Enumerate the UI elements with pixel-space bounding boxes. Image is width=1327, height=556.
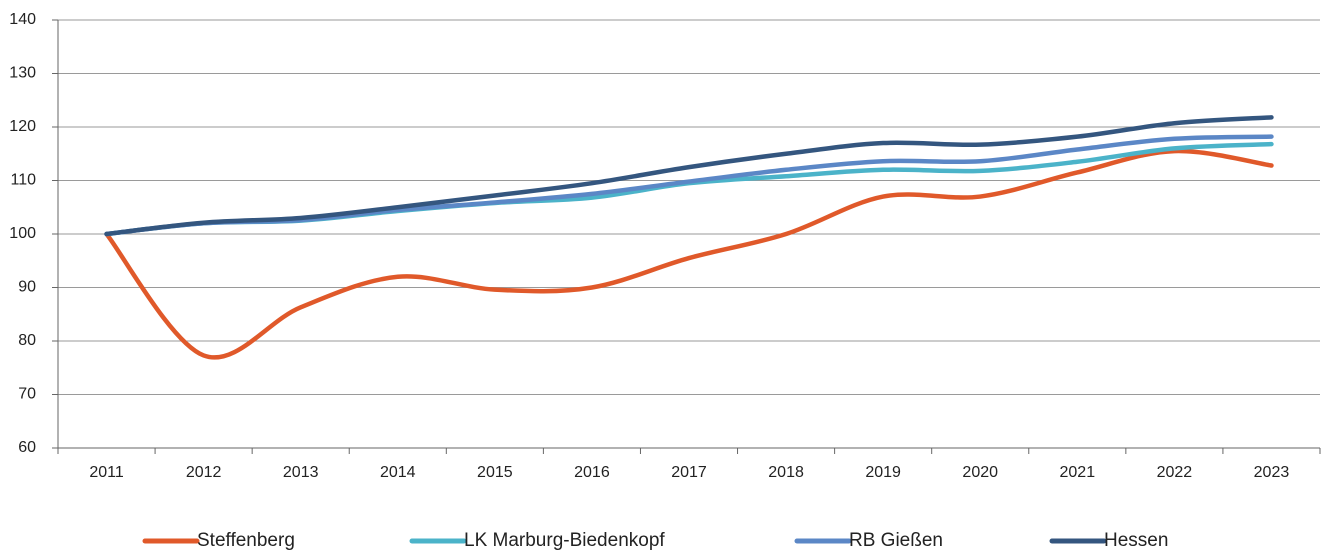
x-tick-label: 2016: [574, 464, 610, 481]
y-tick-label: 100: [9, 225, 36, 242]
y-tick-label: 80: [18, 332, 36, 349]
legend-label: LK Marburg-Biedenkopf: [464, 530, 665, 551]
x-tick-label: 2015: [477, 464, 513, 481]
x-tick-label: 2011: [89, 464, 124, 481]
x-tick-label: 2013: [283, 464, 319, 481]
legend-label: Steffenberg: [197, 530, 295, 551]
x-tick-label: 2020: [962, 464, 998, 481]
y-tick-label: 60: [18, 439, 36, 456]
x-tick-label: 2014: [380, 464, 416, 481]
x-tick-label: 2017: [671, 464, 707, 481]
x-tick-label: 2022: [1157, 464, 1193, 481]
series-line: [104, 115, 1274, 237]
legend-label: RB Gießen: [849, 530, 943, 551]
y-tick-label: 130: [9, 65, 36, 82]
series-line: [104, 148, 1274, 360]
legend-label: Hessen: [1104, 530, 1168, 551]
y-tick-label: 140: [9, 11, 36, 28]
y-tick-label: 90: [18, 279, 36, 296]
x-tick-label: 2019: [865, 464, 901, 481]
y-tick-label: 120: [9, 118, 36, 135]
x-tick-label: 2018: [768, 464, 804, 481]
x-tick-label: 2012: [186, 464, 222, 481]
x-tick-label: 2021: [1060, 464, 1096, 481]
y-tick-label: 70: [18, 386, 36, 403]
y-tick-label: 110: [10, 172, 36, 189]
x-tick-label: 2023: [1254, 464, 1290, 481]
